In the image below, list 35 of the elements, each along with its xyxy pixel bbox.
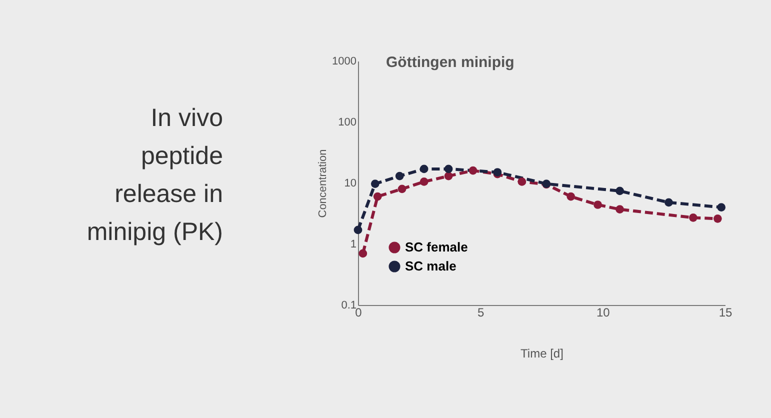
point [398,184,406,194]
point [444,172,453,180]
text: In vivo peptide release in minipig (PK) [86,104,223,246]
point [420,164,428,174]
legend-label: SC male [405,258,456,274]
y-tick-label: 10 [344,178,356,190]
x-tick-label: 15 [718,306,732,320]
x-tick-label: 5 [477,306,484,320]
point [444,164,453,174]
point [358,249,368,258]
point [354,226,362,234]
x-tick-label: 10 [596,306,610,320]
point [468,166,478,175]
x-axis-title: Time [d] [520,346,564,360]
point [616,186,624,196]
point [713,214,722,223]
point [373,192,382,201]
point [518,178,526,186]
point [664,198,673,207]
point [420,178,428,186]
y-tick-label: 1 [350,238,356,250]
y-tick-label: 0.1 [341,300,356,312]
point [689,214,698,222]
point [566,192,576,201]
point [395,172,404,180]
point [594,200,602,209]
chart-title: Göttingen minipig [386,54,514,71]
point [717,203,726,212]
y-tick-label: 100 [338,116,356,128]
point [370,180,380,188]
y-tick-label: 1000 [332,56,356,68]
point [616,205,624,214]
y-axis-title: Concentration [317,149,330,218]
legend-label: SC female [405,240,468,254]
x-tick-label: 0 [355,306,362,320]
